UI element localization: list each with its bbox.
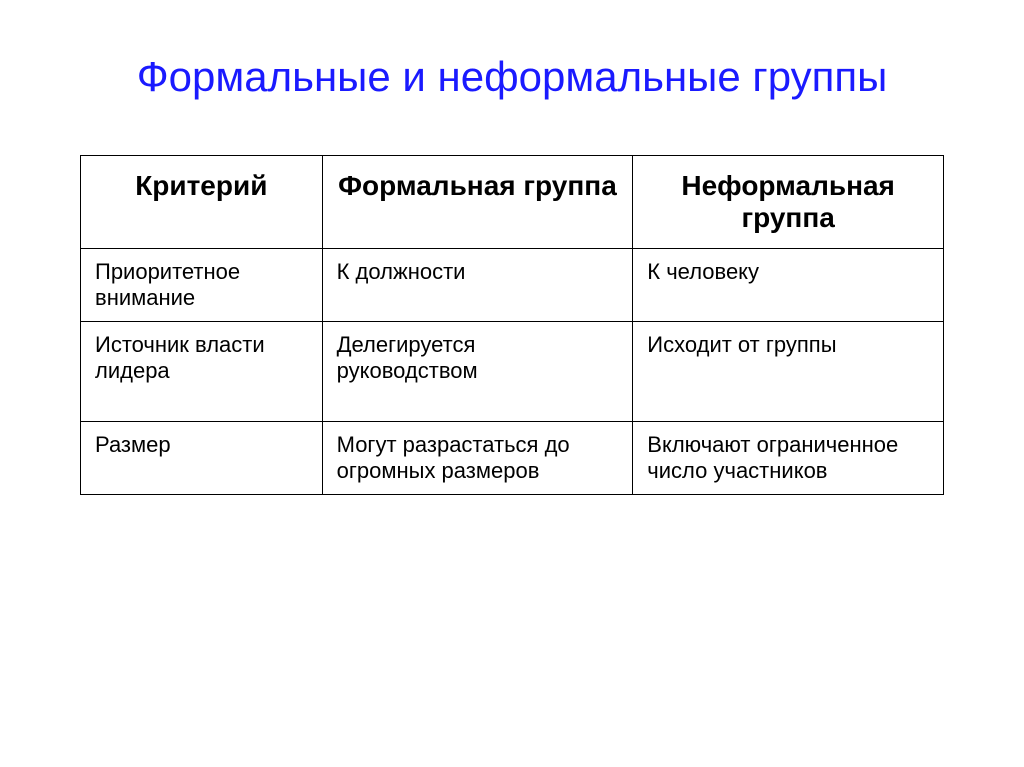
- table-row: Приоритетное внимание К должности К чело…: [81, 248, 944, 321]
- cell-criterion: Размер: [81, 421, 323, 494]
- cell-informal: К человеку: [633, 248, 944, 321]
- table-row: Размер Могут разрастаться до огромных ра…: [81, 421, 944, 494]
- cell-formal: К должности: [322, 248, 633, 321]
- cell-criterion: Источник власти лидера: [81, 321, 323, 421]
- cell-informal: Включают ограниченное число участников: [633, 421, 944, 494]
- header-informal: Неформальная группа: [633, 155, 944, 248]
- cell-formal: Могут разрастаться до огромных размеров: [322, 421, 633, 494]
- header-formal: Формальная группа: [322, 155, 633, 248]
- comparison-table: Критерий Формальная группа Неформальная …: [80, 155, 944, 495]
- cell-criterion: Приоритетное внимание: [81, 248, 323, 321]
- header-criterion: Критерий: [81, 155, 323, 248]
- cell-formal: Делегируется руководством: [322, 321, 633, 421]
- page-title: Формальные и неформальные группы: [80, 50, 944, 105]
- table-row: Источник власти лидера Делегируется руко…: [81, 321, 944, 421]
- table-header-row: Критерий Формальная группа Неформальная …: [81, 155, 944, 248]
- cell-informal: Исходит от группы: [633, 321, 944, 421]
